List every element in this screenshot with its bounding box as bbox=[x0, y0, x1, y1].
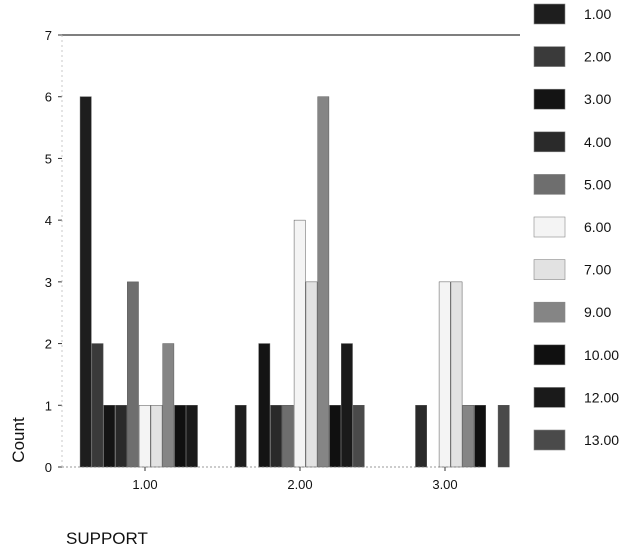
y-tick-label: 6 bbox=[45, 90, 52, 105]
bar bbox=[174, 405, 186, 468]
legend-label: 1.00 bbox=[584, 6, 611, 22]
legend-label: 10.00 bbox=[584, 347, 619, 363]
bar bbox=[115, 405, 127, 468]
legend-swatch bbox=[533, 387, 566, 408]
bar bbox=[162, 343, 175, 468]
y-tick-label: 0 bbox=[45, 460, 52, 475]
legend-swatch bbox=[533, 344, 566, 366]
legend-label: 7.00 bbox=[584, 262, 611, 278]
y-tick-label: 2 bbox=[45, 337, 52, 352]
legend-label: 3.00 bbox=[584, 91, 611, 107]
y-tick-label: 4 bbox=[45, 213, 52, 228]
bar bbox=[341, 343, 353, 468]
x-tick-label: 2.00 bbox=[287, 477, 312, 492]
legend-swatch bbox=[533, 46, 566, 67]
legend-label: 6.00 bbox=[584, 219, 611, 235]
bar bbox=[305, 281, 318, 468]
legend-label: 12.00 bbox=[584, 389, 619, 405]
bar bbox=[462, 405, 475, 468]
bar bbox=[317, 96, 330, 468]
legend-label: 4.00 bbox=[584, 134, 611, 150]
x-axis-title: SUPPORT bbox=[66, 529, 148, 548]
legend-label: 2.00 bbox=[584, 49, 611, 65]
bar bbox=[293, 219, 306, 468]
y-tick-label: 7 bbox=[45, 28, 52, 43]
legend-label: 9.00 bbox=[584, 304, 611, 320]
y-tick-label: 5 bbox=[45, 151, 52, 166]
bar bbox=[270, 405, 282, 468]
legend-swatch bbox=[533, 174, 566, 195]
bar bbox=[474, 405, 486, 468]
legend-swatch bbox=[533, 301, 566, 323]
bars bbox=[79, 96, 510, 468]
legend-swatch bbox=[533, 3, 566, 25]
bar bbox=[258, 343, 271, 468]
bar bbox=[186, 405, 198, 468]
bar bbox=[329, 405, 341, 468]
legend-swatch bbox=[533, 216, 566, 238]
bar bbox=[497, 405, 510, 468]
bar bbox=[91, 343, 104, 468]
legend-label: 5.00 bbox=[584, 176, 611, 192]
legend-swatch bbox=[533, 259, 566, 280]
bar bbox=[138, 405, 151, 468]
legend-swatch bbox=[533, 131, 566, 153]
y-tick-label: 1 bbox=[45, 398, 52, 413]
bar bbox=[282, 405, 294, 468]
bar bbox=[103, 405, 116, 468]
y-axis-title: Count bbox=[9, 417, 28, 463]
x-tick-label: 1.00 bbox=[132, 477, 157, 492]
bar bbox=[127, 281, 139, 468]
bar bbox=[79, 96, 92, 468]
x-tick-label: 3.00 bbox=[432, 477, 457, 492]
bar bbox=[450, 281, 463, 468]
legend-swatch bbox=[533, 88, 566, 110]
bar bbox=[150, 405, 163, 468]
legend-swatch bbox=[533, 429, 566, 451]
bar bbox=[415, 405, 427, 468]
bar bbox=[438, 281, 451, 468]
axes: 0 1 2 3 4 5 6 7 1.00 2.00 3.00 bbox=[45, 28, 520, 492]
y-tick-label: 3 bbox=[45, 275, 52, 290]
bar bbox=[352, 405, 365, 468]
legend-label: 13.00 bbox=[584, 432, 619, 448]
bar bbox=[234, 405, 247, 468]
legend: 1.00 2.00 3.00 4.00 5.00 6.00 7.00 9.00 10.00 12.… bbox=[533, 3, 619, 451]
